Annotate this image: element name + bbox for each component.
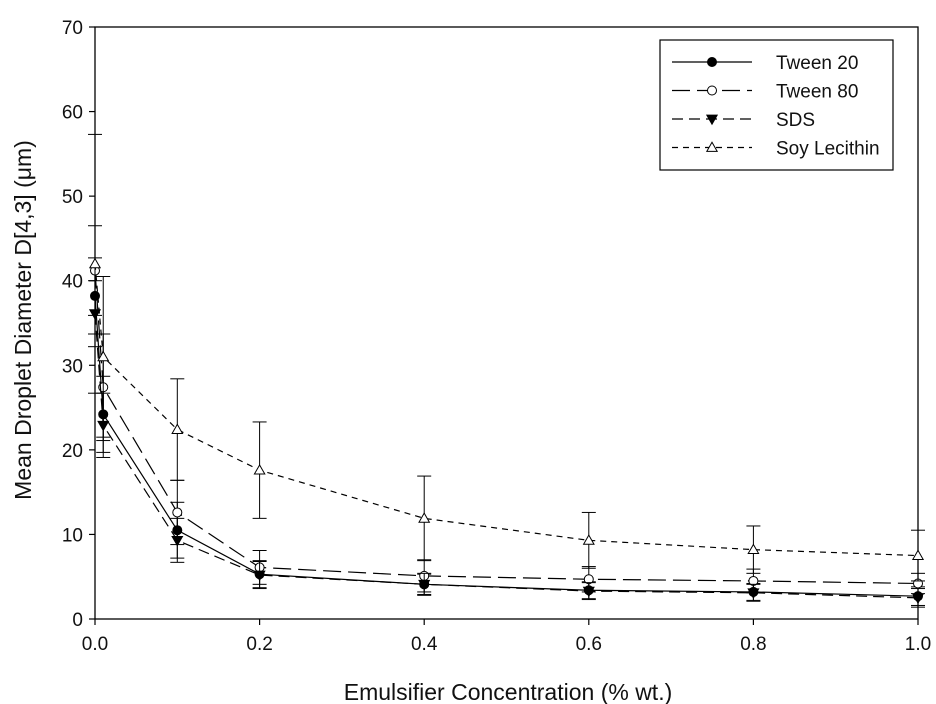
data-point [253,463,266,475]
legend-marker [707,57,717,67]
data-point [911,549,925,560]
legend-marker [705,141,719,152]
series-soy-lecithin [88,133,925,582]
legend-marker [705,114,719,126]
data-point [582,534,595,545]
y-tick-label: 10 [62,525,83,546]
series-tween-20 [88,257,925,606]
x-tick-label: 1.0 [905,634,931,655]
x-tick-label: 0.2 [246,634,272,655]
y-tick-label: 40 [62,272,83,293]
data-point [582,586,595,598]
legend: Tween 20 Tween 80 SDS Soy Lecithin [659,39,894,171]
data-point [911,593,925,605]
series-line [94,263,919,557]
data-point [97,350,110,362]
axes: 0.0 0.2 0.4 0.6 0.8 1.0 0 10 20 30 40 50 60 70 [62,18,931,655]
data-point [747,588,760,599]
x-tick-label: 0.6 [576,634,602,655]
y-tick-label: 30 [62,356,83,377]
data-point [171,535,184,547]
series-tween-80 [88,225,925,595]
legend-label: Tween 80 [776,82,858,103]
series-line [94,295,919,597]
series-line [94,313,919,599]
data-point [418,579,431,591]
data-point [253,570,266,582]
legend-label: Tween 20 [776,53,858,74]
legend-label: Soy Lecithin [776,139,880,160]
data-point [418,512,431,523]
y-tick-label: 50 [62,187,83,208]
plot-area [88,133,925,608]
x-tick-label: 0.8 [740,634,766,655]
y-tick-label: 70 [62,18,83,39]
x-tick-label: 0.0 [82,634,108,655]
y-tick-label: 20 [62,441,83,462]
series-line [94,270,919,585]
data-point [747,543,760,555]
legend-label: SDS [776,110,815,131]
series-sds [88,280,925,608]
data-point [171,423,184,434]
y-tick-label: 60 [62,103,83,124]
legend-marker [707,85,717,96]
y-axis-label: Mean Droplet Diameter D[4,3] (μm) [10,140,36,500]
data-point [172,507,183,518]
y-tick-label: 0 [72,610,83,631]
x-axis-label: Emulsifier Concentration (% wt.) [344,679,673,704]
data-point [88,257,102,269]
x-tick-label: 0.4 [411,634,438,655]
